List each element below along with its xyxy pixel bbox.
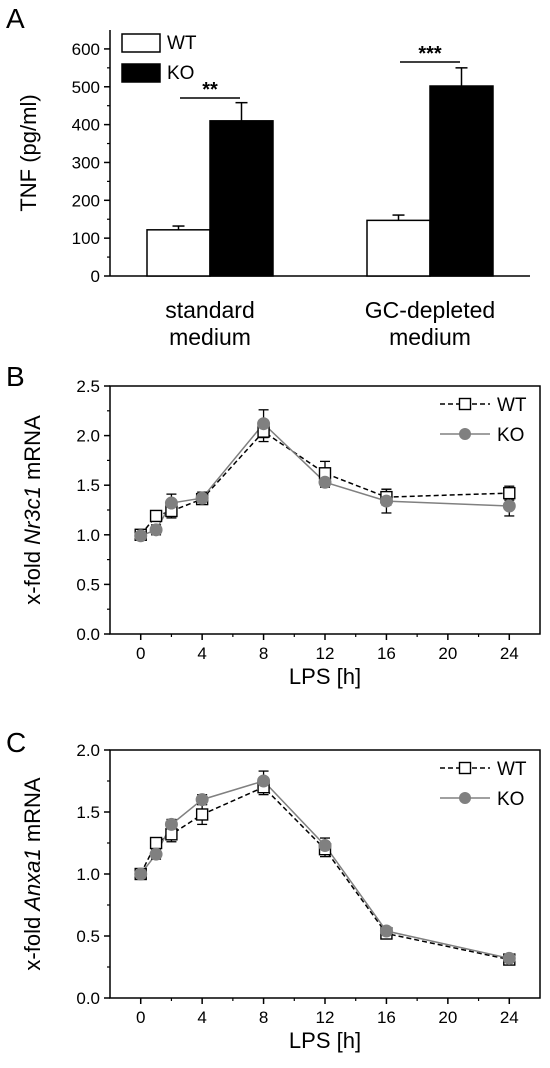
legend-marker-ko <box>459 428 471 440</box>
data-point-ko <box>318 838 332 852</box>
data-point-ko <box>379 924 393 938</box>
plot-frame <box>109 749 541 999</box>
y-tick-label: 0.5 <box>76 927 100 946</box>
panel-c-line-chart: C 0.0 0.5 1.0 1.5 2.0 0 4 8 12 16 20 24 LPS [h] x-fold… <box>6 727 541 1053</box>
y-tick-label: 400 <box>72 116 100 135</box>
x-tick-label: 0 <box>136 1008 145 1027</box>
y-axis-title-part: x-fold <box>20 911 45 971</box>
y-tick-label: 0.0 <box>76 989 100 1008</box>
panel-letter-c: C <box>6 727 26 758</box>
data-point-wt <box>149 836 163 850</box>
legend-label-wt: WT <box>497 395 527 416</box>
x-tick-label: 4 <box>197 644 206 663</box>
data-point-ko <box>195 793 209 807</box>
panel-letter-a: A <box>6 3 25 34</box>
data-point-ko <box>164 496 178 510</box>
data-point-wt <box>149 509 163 523</box>
x-category-label: GC-depleted <box>365 297 495 323</box>
legend-label-wt: WT <box>497 759 527 780</box>
data-point-ko <box>164 817 178 831</box>
y-axis-title: x-fold Anxa1 mRNA <box>20 777 45 971</box>
y-tick-label: 2.5 <box>76 377 100 396</box>
x-tick-label: 16 <box>377 644 396 663</box>
y-tick-label: 0 <box>91 267 100 286</box>
x-tick-label: 20 <box>438 1008 457 1027</box>
panel-letter-b: B <box>6 361 25 392</box>
x-tick-label: 0 <box>136 644 145 663</box>
y-axis-title-part: Nr3c1 <box>20 486 45 545</box>
data-point-wt <box>503 486 516 500</box>
data-point-ko <box>502 951 516 965</box>
legend-marker-wt <box>458 761 472 775</box>
series-line-wt <box>140 786 510 961</box>
legend-label-ko: KO <box>167 63 194 84</box>
x-category-label: medium <box>169 324 251 350</box>
y-tick-label: 600 <box>72 40 100 59</box>
x-tick-label: 8 <box>259 1008 268 1027</box>
y-tick-label: 1.5 <box>76 803 100 822</box>
y-tick-label: 2.0 <box>76 741 100 760</box>
x-category-label: standard <box>165 297 255 323</box>
significance-marker: *** <box>418 43 442 65</box>
x-tick-label: 20 <box>438 644 457 663</box>
bar-wt <box>366 219 431 277</box>
x-category-label: medium <box>389 324 471 350</box>
data-point-ko <box>195 491 209 505</box>
significance-marker: ** <box>202 79 218 101</box>
x-tick-label: 24 <box>500 644 519 663</box>
y-axis-title-part: mRNA <box>20 415 45 486</box>
data-point-ko <box>134 529 148 543</box>
x-tick-label: 8 <box>259 644 268 663</box>
legend-marker-wt <box>458 397 472 411</box>
y-tick-label: 300 <box>72 153 100 172</box>
bar-ko <box>209 120 274 277</box>
y-tick-label: 2.0 <box>76 427 100 446</box>
data-point-ko <box>149 847 163 861</box>
legend-swatch-ko <box>121 63 161 83</box>
legend-swatch-wt <box>121 33 161 53</box>
x-tick-label: 12 <box>316 1008 335 1027</box>
panel-b-line-chart: B 0.0 0.5 1.0 1.5 2.0 2.5 0 4 8 12 16 20 24 LPS [h] x-f… <box>6 361 541 689</box>
y-tick-label: 1.0 <box>76 865 100 884</box>
data-point-ko <box>318 475 332 489</box>
data-point-ko <box>379 494 393 508</box>
data-point-ko <box>257 774 271 788</box>
y-tick-label: 200 <box>72 191 100 210</box>
x-axis-title: LPS [h] <box>289 1028 361 1053</box>
y-tick-label: 0.5 <box>76 575 100 594</box>
data-point-wt <box>195 808 209 821</box>
legend-marker-ko <box>459 792 471 804</box>
y-tick-label: 500 <box>72 78 100 97</box>
y-axis-title: TNF (pg/ml) <box>16 94 41 211</box>
y-axis-title-part: mRNA <box>20 777 45 848</box>
bar-ko <box>429 85 494 277</box>
bar-wt <box>146 229 211 277</box>
data-point-ko <box>149 523 163 537</box>
series-line-ko <box>140 780 510 960</box>
y-tick-label: 1.5 <box>76 476 100 495</box>
x-tick-label: 12 <box>316 644 335 663</box>
y-tick-label: 1.0 <box>76 526 100 545</box>
legend-label-ko: KO <box>497 425 524 446</box>
legend-label-ko: KO <box>497 789 524 810</box>
y-tick-label: 0.0 <box>76 625 100 644</box>
y-axis-title: x-fold Nr3c1 mRNA <box>20 415 45 605</box>
x-tick-label: 16 <box>377 1008 396 1027</box>
legend-label-wt: WT <box>167 33 197 54</box>
data-point-ko <box>502 499 516 513</box>
x-tick-label: 24 <box>500 1008 519 1027</box>
x-tick-label: 4 <box>197 1008 206 1027</box>
data-point-ko <box>134 867 148 881</box>
y-axis-title-part: x-fold <box>20 545 45 605</box>
x-axis-title: LPS [h] <box>289 664 361 689</box>
data-point-ko <box>257 417 271 431</box>
y-axis-title-part: Anxa1 <box>20 848 45 912</box>
y-tick-label: 100 <box>72 229 100 248</box>
